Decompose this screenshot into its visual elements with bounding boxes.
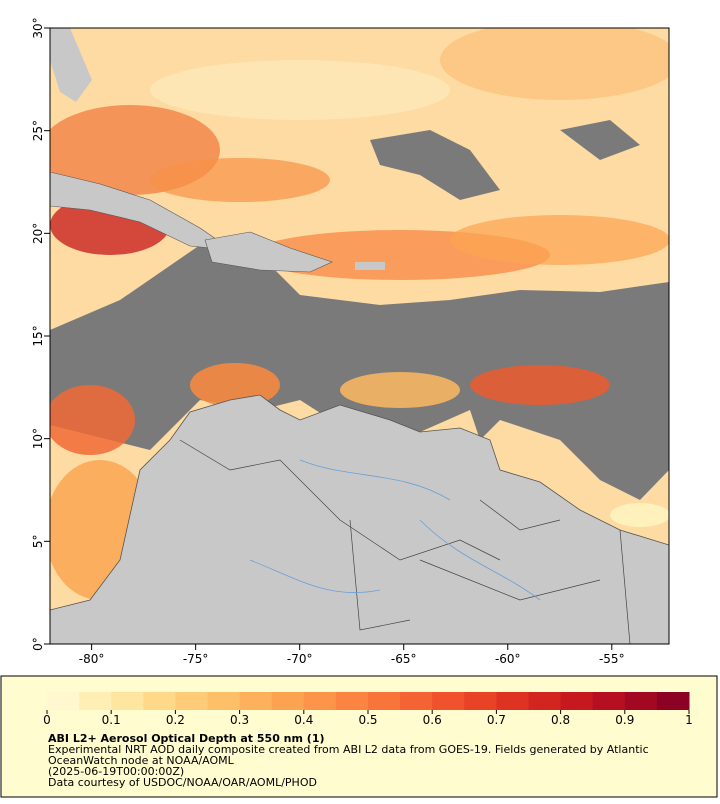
colorbar-tick-label: 1 <box>685 713 693 727</box>
colorbar-tick-label: 0.6 <box>423 713 442 727</box>
colorbar-swatch <box>111 692 144 710</box>
y-tick-label: 5° <box>31 535 45 549</box>
caption-line: (2025-06-19T00:00:00Z) <box>48 765 184 778</box>
caption-line: Experimental NRT AOD daily composite cre… <box>48 743 649 756</box>
colorbar-tick-label: 0.9 <box>615 713 634 727</box>
land <box>355 262 385 270</box>
aerosol-patch <box>150 158 330 202</box>
x-tick-label: -80° <box>79 652 105 666</box>
colorbar-swatch <box>207 692 241 710</box>
x-tick-label: -70° <box>287 652 313 666</box>
land <box>50 28 92 102</box>
colorbar-swatch <box>528 692 562 710</box>
colorbar-swatch <box>239 692 273 710</box>
axes: -80° -75° -70° -65° -60° -55° 0° 5° 10° 15° 20° 25°… <box>31 17 625 666</box>
aerosol-patch <box>470 365 610 405</box>
caption-line: OceanWatch node at NOAA/AOML <box>48 754 235 767</box>
colorbar-tick-label: 0.2 <box>166 713 185 727</box>
map-image <box>50 28 669 644</box>
no-data <box>50 245 669 500</box>
river <box>249 459 541 601</box>
aerosol-patch <box>50 385 135 455</box>
colorbar-swatch <box>560 692 594 710</box>
colorbar-swatch <box>79 692 112 710</box>
y-tick-label: 25° <box>31 120 45 141</box>
caption-title: ABI L2+ Aerosol Optical Depth at 550 nm … <box>48 732 325 745</box>
colorbar-swatch <box>368 692 401 710</box>
colorbar-swatch <box>624 692 658 710</box>
x-tick-label: -75° <box>183 652 209 666</box>
colorbar-swatch <box>656 692 690 710</box>
y-tick-label: 0° <box>31 637 45 651</box>
colorbar-tick-label: 0.3 <box>230 713 249 727</box>
colorbar-swatch <box>303 692 337 710</box>
colorbar-tick-label: 0.4 <box>294 713 313 727</box>
colorbar-tick-label: 0 <box>43 713 51 727</box>
y-tick-label: 30° <box>31 17 45 38</box>
colorbar-swatch <box>496 692 529 710</box>
land <box>204 231 333 273</box>
colorbar-swatch <box>175 692 208 710</box>
colorbar-swatch <box>143 692 176 710</box>
y-tick-label: 20° <box>31 223 45 244</box>
colorbar: 0 0.1 0.2 0.3 0.4 0.5 0.6 0.7 0.8 0.9 1 <box>43 692 693 727</box>
no-data <box>560 120 640 160</box>
y-tick-label: 15° <box>31 325 45 346</box>
y-tick-label: 10° <box>31 428 45 449</box>
no-data <box>370 130 500 200</box>
colorbar-swatch <box>432 692 465 710</box>
aerosol-patch <box>440 28 669 100</box>
colorbar-swatch <box>335 692 369 710</box>
colorbar-swatch <box>47 692 80 710</box>
colorbar-swatch <box>464 692 497 710</box>
colorbar-swatch <box>271 692 305 710</box>
caption-line: Data courtesy of USDOC/NOAA/OAR/AOML/PHO… <box>48 776 317 789</box>
border <box>179 439 631 644</box>
colorbar-tick-label: 0.7 <box>487 713 506 727</box>
colorbar-tick-label: 0.5 <box>358 713 377 727</box>
aerosol-patch <box>610 503 669 527</box>
colorbar-swatch <box>400 692 433 710</box>
aerosol-patch <box>150 60 450 120</box>
aerosol-patch <box>340 372 460 408</box>
colorbar-tick-label: 0.1 <box>102 713 121 727</box>
x-tick-label: -65° <box>391 652 417 666</box>
colorbar-tick-label: 0.8 <box>551 713 570 727</box>
land <box>50 394 669 644</box>
aerosol-patch <box>450 215 669 265</box>
x-tick-label: -60° <box>495 652 521 666</box>
x-tick-label: -55° <box>599 652 625 666</box>
colorbar-swatch <box>592 692 626 710</box>
